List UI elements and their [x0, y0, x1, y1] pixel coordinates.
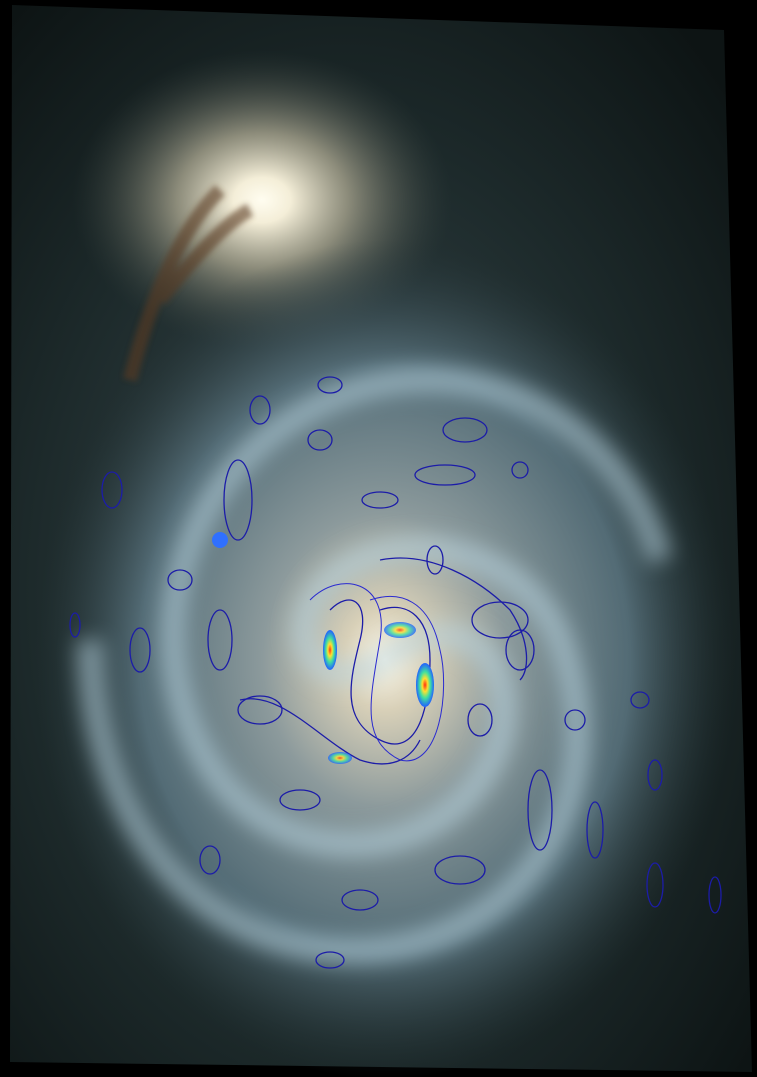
contour [564, 709, 586, 731]
contour [237, 695, 283, 725]
spiral-arms [77, 366, 673, 964]
contour [279, 789, 321, 811]
contour [317, 376, 343, 394]
contour [467, 703, 493, 737]
contour [249, 395, 271, 425]
hotspot [212, 532, 228, 548]
contour [341, 889, 379, 911]
contour [527, 769, 553, 851]
contour [167, 569, 193, 591]
contour [511, 461, 529, 479]
hotspot [323, 630, 337, 670]
contour [307, 429, 333, 451]
contour [69, 612, 81, 638]
contour [379, 557, 528, 681]
dust-lane [123, 185, 254, 382]
contour [586, 801, 604, 859]
contours [69, 376, 722, 969]
hotspot [416, 663, 434, 707]
contour [199, 845, 221, 875]
contour [647, 759, 663, 791]
contour [101, 471, 123, 509]
contour [646, 862, 664, 908]
hotspot [328, 752, 352, 764]
contour [414, 464, 476, 486]
contour [630, 691, 650, 709]
contour [434, 855, 486, 885]
contour [426, 545, 444, 575]
contour [223, 459, 253, 541]
contour [442, 417, 488, 443]
hotspot [384, 622, 416, 638]
contour [207, 609, 233, 671]
contour [129, 627, 151, 673]
contour [361, 491, 399, 509]
contour [708, 876, 722, 914]
contour [239, 698, 421, 765]
contour [471, 601, 529, 639]
contour [505, 629, 535, 671]
contour [329, 599, 431, 745]
contour [315, 951, 345, 969]
